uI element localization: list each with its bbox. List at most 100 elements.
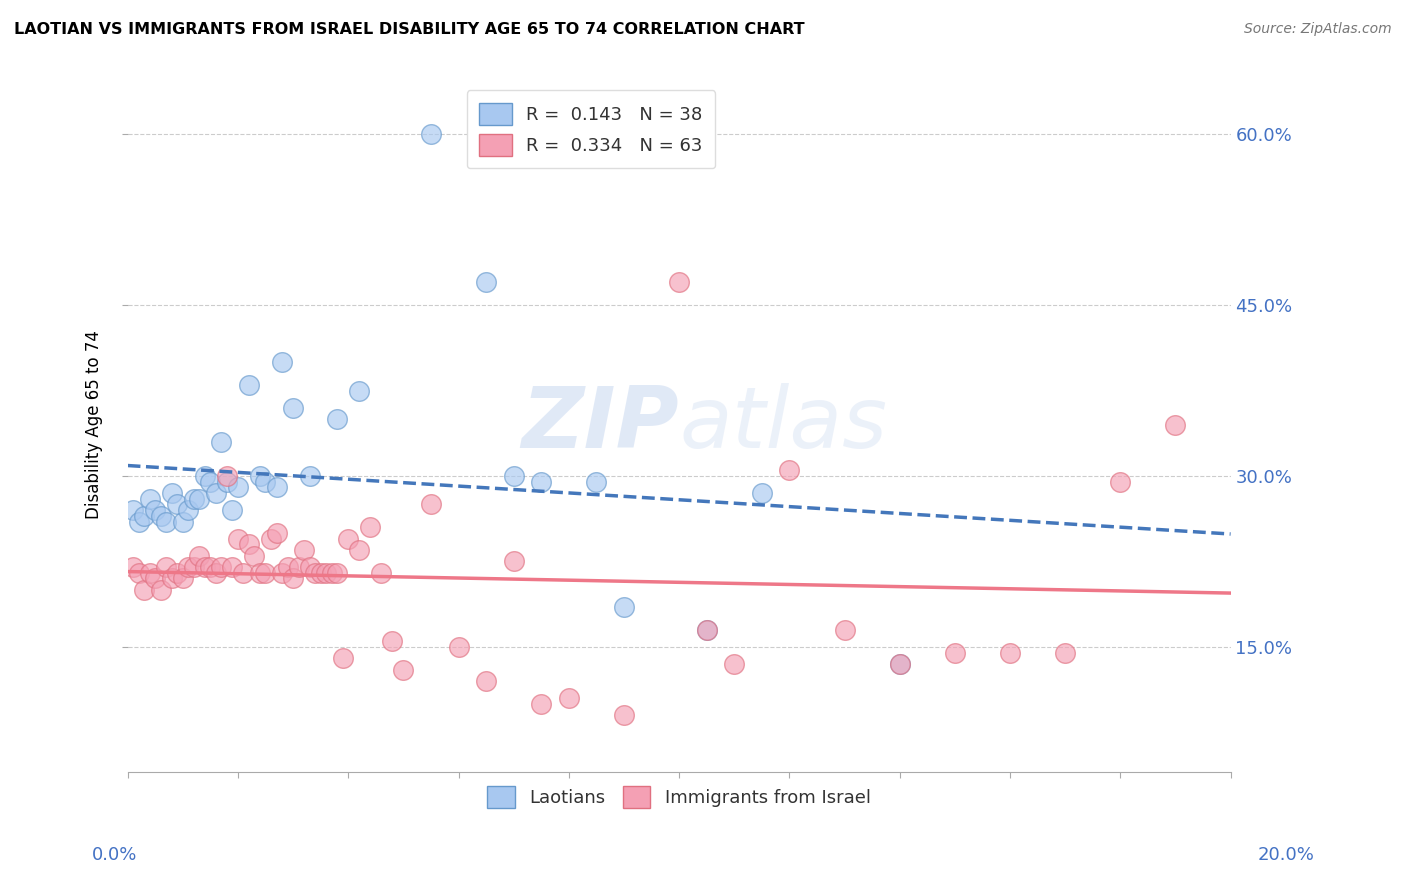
Point bbox=[298, 469, 321, 483]
Point bbox=[183, 560, 205, 574]
Point bbox=[696, 623, 718, 637]
Point bbox=[221, 560, 243, 574]
Point bbox=[243, 549, 266, 563]
Point bbox=[277, 560, 299, 574]
Point bbox=[188, 491, 211, 506]
Point bbox=[337, 532, 360, 546]
Point bbox=[166, 498, 188, 512]
Point bbox=[155, 560, 177, 574]
Point bbox=[502, 554, 524, 568]
Point bbox=[281, 572, 304, 586]
Point bbox=[585, 475, 607, 489]
Point bbox=[326, 566, 349, 580]
Y-axis label: Disability Age 65 to 74: Disability Age 65 to 74 bbox=[86, 330, 103, 519]
Point bbox=[226, 480, 249, 494]
Point bbox=[238, 378, 260, 392]
Point bbox=[419, 498, 441, 512]
Point bbox=[1164, 417, 1187, 432]
Point bbox=[778, 463, 800, 477]
Point bbox=[215, 469, 238, 483]
Point bbox=[138, 491, 160, 506]
Point bbox=[194, 469, 217, 483]
Point bbox=[530, 475, 553, 489]
Point bbox=[298, 560, 321, 574]
Point bbox=[889, 657, 911, 671]
Text: 20.0%: 20.0% bbox=[1258, 846, 1315, 863]
Point bbox=[751, 486, 773, 500]
Point bbox=[315, 566, 337, 580]
Point bbox=[530, 697, 553, 711]
Point bbox=[143, 503, 166, 517]
Point bbox=[221, 503, 243, 517]
Point bbox=[271, 566, 294, 580]
Point bbox=[209, 560, 232, 574]
Point bbox=[381, 634, 404, 648]
Point bbox=[613, 708, 636, 723]
Text: 0.0%: 0.0% bbox=[91, 846, 136, 863]
Point bbox=[160, 572, 183, 586]
Point bbox=[134, 582, 156, 597]
Point bbox=[943, 646, 966, 660]
Point bbox=[205, 566, 228, 580]
Text: Source: ZipAtlas.com: Source: ZipAtlas.com bbox=[1244, 22, 1392, 37]
Point bbox=[668, 276, 690, 290]
Point bbox=[128, 515, 150, 529]
Point bbox=[1054, 646, 1077, 660]
Point bbox=[447, 640, 470, 654]
Point bbox=[834, 623, 856, 637]
Point bbox=[271, 355, 294, 369]
Point bbox=[1109, 475, 1132, 489]
Point bbox=[177, 560, 200, 574]
Legend: Laotians, Immigrants from Israel: Laotians, Immigrants from Israel bbox=[481, 779, 877, 815]
Point bbox=[226, 532, 249, 546]
Point bbox=[304, 566, 326, 580]
Point bbox=[134, 508, 156, 523]
Point bbox=[359, 520, 381, 534]
Point bbox=[209, 434, 232, 449]
Point bbox=[475, 276, 498, 290]
Point bbox=[149, 508, 172, 523]
Point bbox=[370, 566, 392, 580]
Point bbox=[215, 475, 238, 489]
Point bbox=[260, 532, 283, 546]
Point bbox=[177, 503, 200, 517]
Point bbox=[160, 486, 183, 500]
Point bbox=[502, 469, 524, 483]
Point bbox=[281, 401, 304, 415]
Point bbox=[292, 543, 315, 558]
Point bbox=[172, 572, 194, 586]
Point bbox=[613, 599, 636, 614]
Point bbox=[349, 543, 371, 558]
Point bbox=[889, 657, 911, 671]
Text: atlas: atlas bbox=[679, 384, 887, 467]
Point bbox=[122, 560, 145, 574]
Text: ZIP: ZIP bbox=[522, 384, 679, 467]
Point bbox=[254, 566, 277, 580]
Point bbox=[238, 537, 260, 551]
Point bbox=[266, 480, 288, 494]
Point bbox=[155, 515, 177, 529]
Point bbox=[143, 572, 166, 586]
Point bbox=[419, 128, 441, 142]
Point bbox=[998, 646, 1021, 660]
Point bbox=[558, 691, 581, 706]
Point bbox=[122, 503, 145, 517]
Point bbox=[321, 566, 343, 580]
Point bbox=[249, 566, 271, 580]
Point bbox=[205, 486, 228, 500]
Point bbox=[166, 566, 188, 580]
Point bbox=[194, 560, 217, 574]
Point bbox=[128, 566, 150, 580]
Point bbox=[475, 673, 498, 688]
Point bbox=[266, 525, 288, 540]
Point bbox=[183, 491, 205, 506]
Point bbox=[254, 475, 277, 489]
Point bbox=[309, 566, 332, 580]
Point bbox=[326, 412, 349, 426]
Point bbox=[249, 469, 271, 483]
Point bbox=[149, 582, 172, 597]
Point bbox=[200, 560, 222, 574]
Point bbox=[287, 560, 309, 574]
Point bbox=[696, 623, 718, 637]
Point bbox=[172, 515, 194, 529]
